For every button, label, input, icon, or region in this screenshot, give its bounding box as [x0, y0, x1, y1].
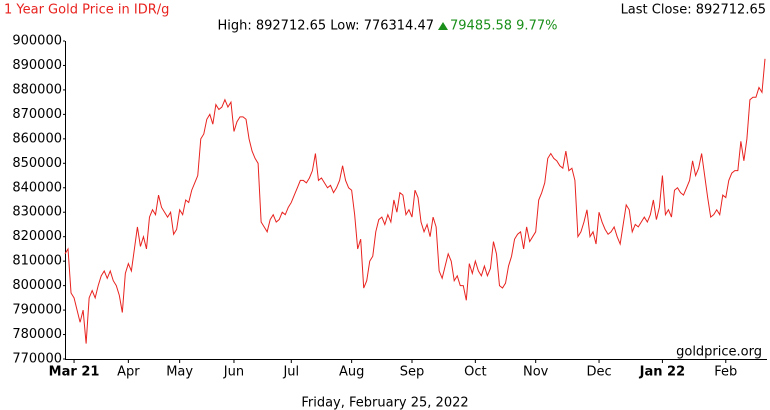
x-tick-label: Jun: [223, 365, 244, 380]
y-tick-label: 780000: [12, 327, 62, 342]
y-tick-label: 850000: [12, 156, 62, 171]
y-tick-label: 820000: [12, 229, 62, 244]
y-tick-label: 840000: [12, 180, 62, 195]
y-tick-label: 810000: [12, 254, 62, 269]
x-tick-label: Dec: [586, 365, 611, 380]
x-tick-label: Apr: [117, 365, 140, 380]
x-tick-label: May: [166, 365, 193, 380]
chart-title: 1 Year Gold Price in IDR/g: [4, 3, 169, 18]
y-tick-label: 860000: [12, 131, 62, 146]
x-tick-label: Feb: [714, 365, 737, 380]
x-tick-label: Jul: [282, 365, 299, 380]
x-tick-label: Aug: [339, 365, 364, 380]
date: Friday, February 25, 2022: [301, 396, 468, 410]
x-tick-label: Mar 21: [49, 365, 100, 380]
x-tick-label: Nov: [523, 365, 549, 380]
x-tick-label: Sep: [400, 365, 425, 380]
y-tick-label: 900000: [12, 34, 62, 49]
up-arrow: [438, 22, 448, 30]
change: 79485.58 9.77%: [450, 19, 557, 34]
price-line: [64, 58, 766, 344]
x-tick-label: Oct: [464, 365, 486, 380]
y-tick-label: 830000: [12, 205, 62, 220]
stats: High: 892712.65 Low: 776314.47: [217, 19, 434, 34]
y-tick-label: 800000: [12, 278, 62, 293]
x-tick-label: Jan 22: [639, 365, 685, 380]
last-close: Last Close: 892712.65: [621, 3, 766, 18]
watermark: goldprice.org: [676, 345, 762, 360]
y-tick-label: 790000: [12, 303, 62, 318]
y-tick-label: 880000: [12, 82, 62, 97]
y-tick-label: 870000: [12, 107, 62, 122]
y-tick-label: 770000: [12, 352, 62, 367]
y-tick-label: 890000: [12, 58, 62, 73]
